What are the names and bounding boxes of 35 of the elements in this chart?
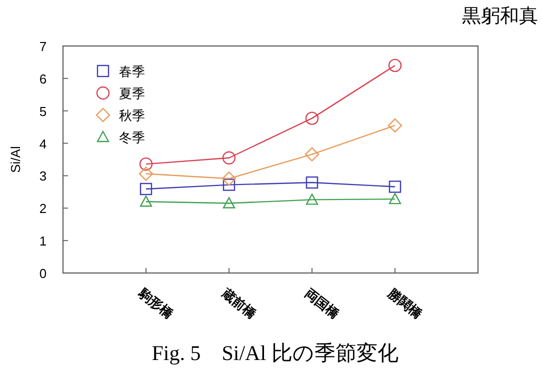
y-tick-label: 2 bbox=[39, 201, 47, 216]
point bbox=[388, 180, 402, 193]
point bbox=[306, 176, 318, 189]
legend-label: 春季 bbox=[119, 64, 145, 79]
point bbox=[306, 194, 318, 205]
point bbox=[222, 172, 236, 186]
point bbox=[304, 147, 320, 162]
x-tick-label: 駒形橋 bbox=[135, 284, 177, 322]
legend-label: 夏季 bbox=[119, 86, 145, 101]
y-axis-title: Si/Al bbox=[8, 146, 23, 173]
y-tick-label: 3 bbox=[39, 168, 47, 184]
y-tick-label: 6 bbox=[39, 71, 47, 86]
point bbox=[388, 192, 402, 204]
caption: Fig. 5 Si/Al 比の季節変化 bbox=[152, 341, 398, 365]
point bbox=[222, 178, 236, 191]
point bbox=[222, 151, 236, 164]
y-tick-label: 7 bbox=[39, 39, 47, 54]
y-tick-label: 0 bbox=[39, 266, 47, 281]
point bbox=[388, 58, 402, 72]
x-tick-label: 蔵前橋 bbox=[218, 284, 260, 322]
y-tick-label: 5 bbox=[39, 104, 47, 119]
legend-label: 冬季 bbox=[119, 130, 145, 145]
point bbox=[388, 118, 402, 133]
point bbox=[138, 166, 154, 181]
text: 黒躬和真 bbox=[462, 6, 538, 27]
point bbox=[305, 112, 319, 125]
x-tick-label: 勝鬨橋 bbox=[384, 284, 426, 322]
y-tick-label: 4 bbox=[39, 136, 47, 152]
point bbox=[140, 196, 152, 207]
y-tick-label: 1 bbox=[39, 234, 47, 249]
legend-label: 秋季 bbox=[119, 108, 145, 123]
point bbox=[140, 182, 152, 196]
point bbox=[139, 157, 153, 171]
x-tick-label: 両国橋 bbox=[302, 286, 343, 322]
point bbox=[222, 197, 236, 208]
